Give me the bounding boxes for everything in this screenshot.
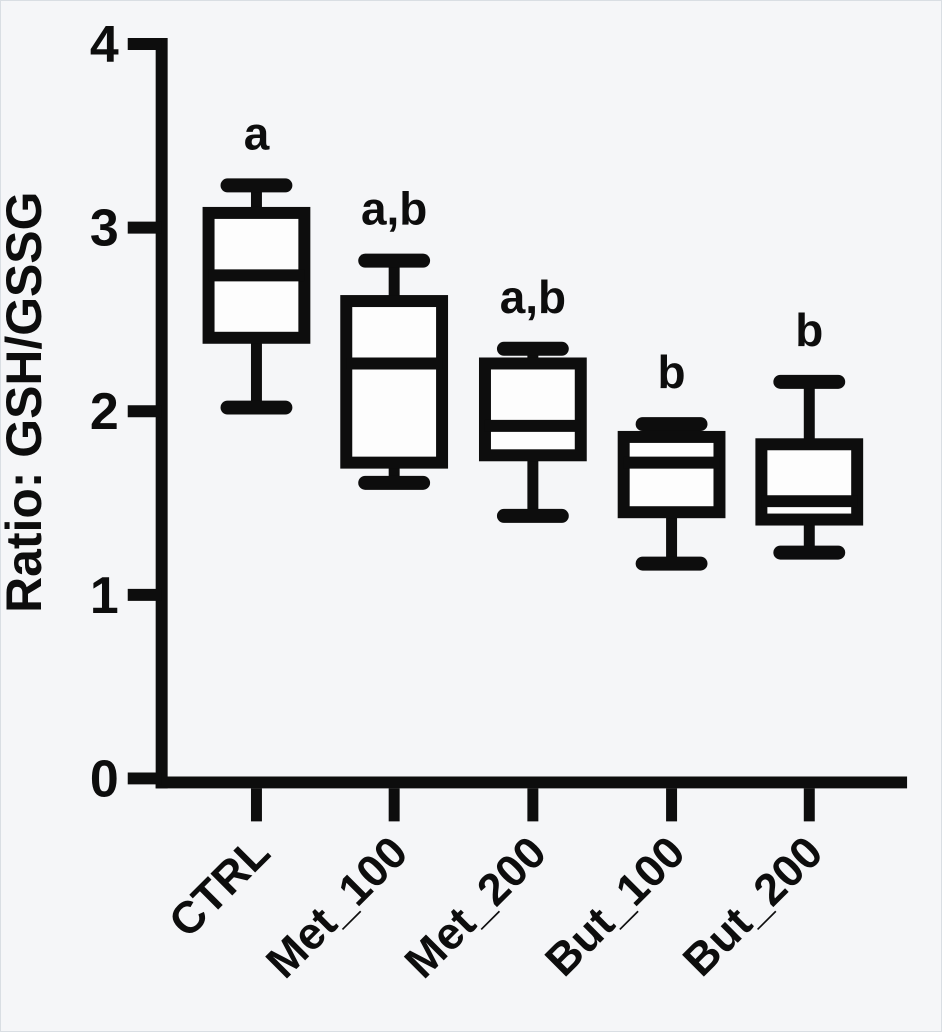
chart-layer: 0 1 2 3 4 a CTRL a,b Met_100 a,b Met_200 b But_100 b B… [90, 15, 908, 988]
iqr-box-Met_200 [478, 357, 587, 462]
significance-letter-But_200: b [795, 304, 823, 356]
iqr-box-Met_100 [340, 295, 449, 469]
iqr-box-But_200 [755, 438, 864, 526]
significance-letter-CTRL: a [244, 107, 270, 159]
significance-letter-Met_200: a,b [500, 271, 566, 323]
x-category-label-But_200: But_200 [673, 826, 833, 986]
x-category-label-CTRL: CTRL [159, 826, 280, 947]
iqr-box-But_100 [617, 430, 726, 519]
y-axis-title: Ratio: GSH/GSSG [1, 192, 52, 613]
significance-letter-But_100: b [658, 346, 686, 398]
y-tick-label: 3 [90, 199, 119, 257]
y-tick-label: 0 [90, 749, 119, 807]
x-category-label-Met_200: Met_200 [395, 826, 556, 987]
significance-letter-Met_100: a,b [361, 183, 427, 235]
y-tick-label: 2 [90, 382, 119, 440]
y-tick-label: 1 [90, 566, 119, 624]
x-category-label-But_100: But_100 [535, 826, 695, 986]
y-tick-label: 4 [90, 15, 119, 73]
x-category-label-Met_100: Met_100 [256, 826, 417, 987]
